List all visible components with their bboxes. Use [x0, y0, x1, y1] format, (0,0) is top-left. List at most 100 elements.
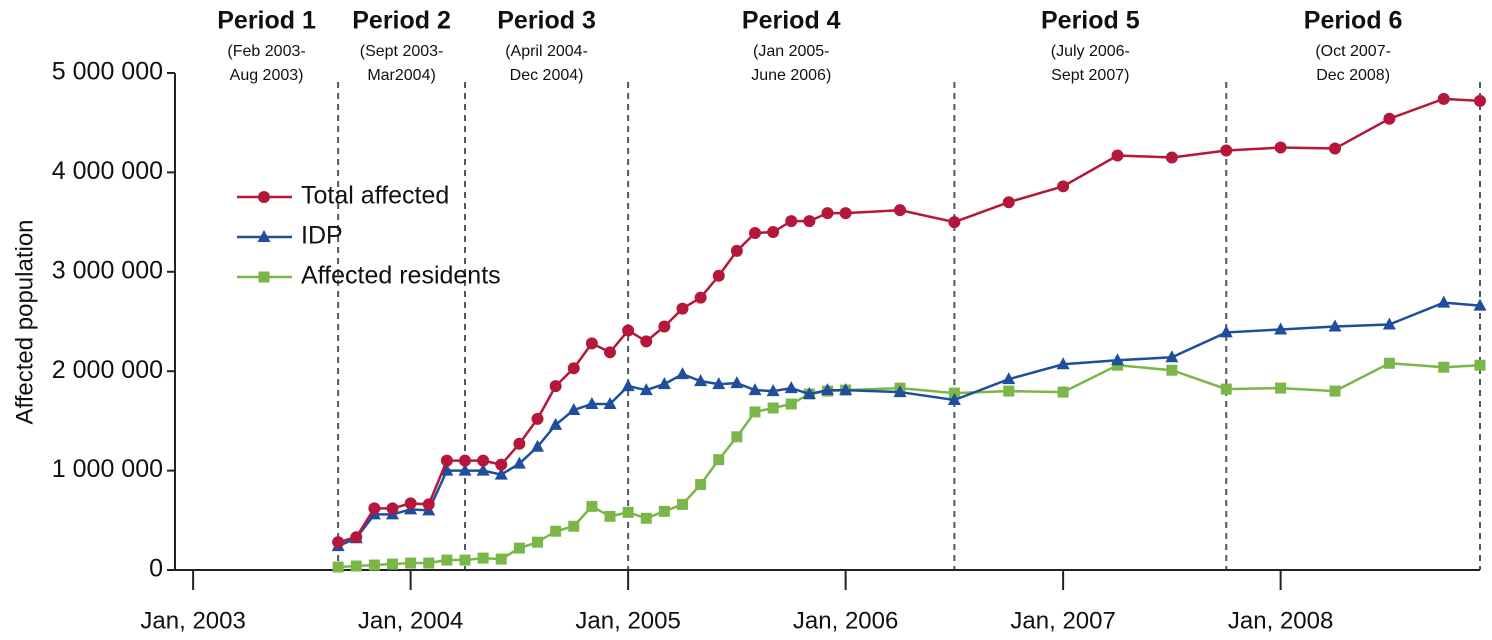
series-line [337, 97, 1481, 544]
marker [567, 402, 581, 415]
x-tick-label: Jan, 2003 [140, 607, 245, 634]
marker [676, 302, 689, 315]
marker [423, 557, 435, 569]
marker [749, 227, 761, 240]
marker [731, 431, 743, 443]
marker [1165, 350, 1179, 363]
period-dates: (July 2006- [1051, 43, 1130, 60]
legend-label: Total affected [301, 182, 449, 210]
period-title: Period 5 [1041, 7, 1140, 35]
marker [839, 383, 853, 396]
marker [495, 458, 508, 471]
marker [1056, 357, 1070, 370]
marker [1275, 382, 1287, 394]
y-tick-label: 1 000 000 [52, 455, 163, 483]
marker [512, 456, 526, 469]
x-tick-label: Jan, 2006 [793, 607, 898, 634]
marker [748, 383, 762, 396]
marker [386, 502, 399, 515]
period-dates: June 2006) [751, 67, 831, 84]
marker [893, 385, 907, 398]
marker [440, 454, 453, 467]
marker [1382, 317, 1396, 330]
x-tick-label: Jan, 2007 [1010, 607, 1115, 634]
y-tick-label: 2 000 000 [52, 356, 163, 384]
marker [1166, 364, 1178, 376]
marker [477, 454, 490, 467]
period-title: Period 2 [352, 7, 451, 35]
marker [586, 500, 598, 512]
marker [1002, 196, 1015, 209]
marker [1219, 325, 1233, 338]
period-dates: Dec 2008) [1316, 67, 1390, 84]
marker [1473, 298, 1487, 311]
marker [640, 335, 653, 348]
marker [568, 520, 580, 532]
marker [404, 497, 417, 510]
legend-label: Affected residents [301, 262, 501, 290]
marker [567, 362, 580, 375]
marker [513, 542, 525, 554]
marker [730, 244, 743, 257]
marker [585, 337, 598, 350]
marker [658, 505, 670, 517]
period-dates: Sept 2007) [1051, 67, 1129, 84]
marker [495, 553, 507, 565]
marker [531, 412, 544, 425]
marker [694, 374, 708, 387]
x-tick-label: Jan, 2004 [358, 607, 463, 634]
marker [1220, 144, 1233, 157]
marker [767, 226, 780, 239]
marker [550, 525, 562, 537]
marker [332, 536, 345, 549]
marker [350, 531, 363, 544]
marker [657, 377, 671, 390]
marker [767, 402, 779, 414]
marker [1329, 142, 1341, 155]
marker [604, 510, 616, 522]
marker [621, 379, 635, 392]
marker [802, 387, 816, 400]
period-dates: (Oct 2007- [1315, 43, 1391, 60]
marker [677, 498, 688, 510]
x-tick-label: Jan, 2008 [1228, 607, 1333, 634]
marker [603, 397, 617, 410]
marker [257, 230, 271, 242]
y-tick-label: 5 000 000 [52, 58, 163, 86]
marker [458, 463, 472, 476]
marker [639, 383, 653, 396]
marker [549, 380, 562, 393]
y-tick-label: 3 000 000 [52, 256, 163, 284]
marker [784, 381, 798, 394]
marker [1328, 319, 1342, 332]
marker [368, 559, 380, 571]
marker [1474, 94, 1486, 107]
marker [1329, 385, 1341, 397]
marker [1220, 383, 1232, 395]
marker [947, 393, 961, 406]
marker [585, 397, 599, 410]
x-tick-label: Jan, 2005 [575, 607, 680, 634]
period-dates: (Feb 2003- [227, 43, 305, 60]
period-dates: (Jan 2005- [753, 43, 830, 60]
marker [622, 324, 635, 337]
marker [713, 454, 725, 466]
marker [821, 383, 834, 396]
marker [894, 204, 906, 217]
marker [676, 367, 689, 380]
marker [658, 320, 671, 333]
marker [1438, 361, 1450, 373]
period-dates: Mar2004) [367, 67, 435, 84]
marker [785, 398, 797, 410]
marker [604, 346, 616, 359]
marker [1383, 112, 1396, 125]
marker [441, 554, 453, 566]
series-line [337, 301, 1481, 548]
marker [730, 376, 744, 389]
marker [785, 215, 798, 228]
marker [494, 467, 508, 480]
marker [1165, 151, 1178, 164]
marker [948, 216, 961, 229]
marker [640, 512, 652, 524]
marker [387, 558, 398, 570]
